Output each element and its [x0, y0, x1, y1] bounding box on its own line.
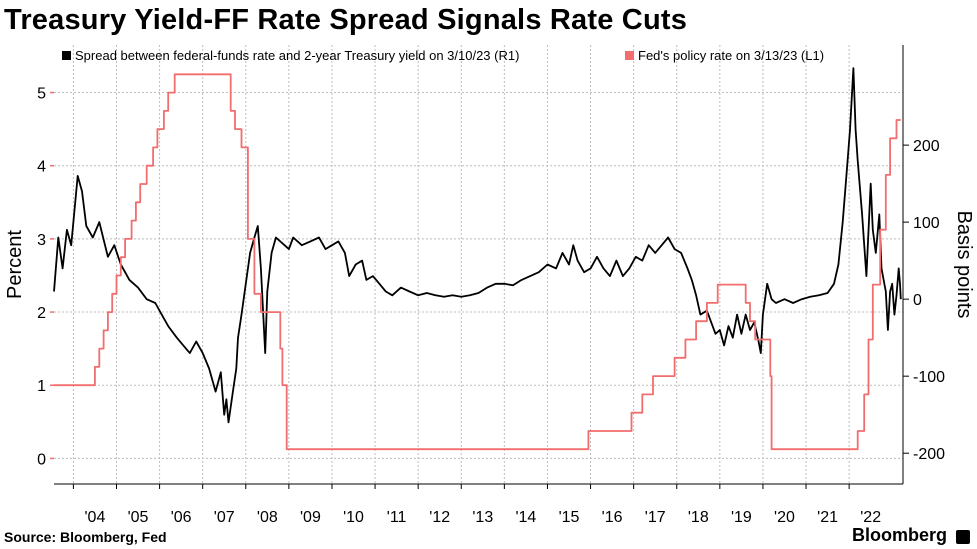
legend-policy-swatch	[625, 51, 634, 60]
left-tick-label: 2	[37, 305, 46, 322]
right-tick-label: -200	[913, 446, 945, 463]
x-tick-label: '14	[515, 509, 536, 526]
legend-spread-swatch	[62, 51, 71, 60]
source-note: Source: Bloomberg, Fed	[4, 529, 167, 545]
x-tick-label: '20	[774, 509, 795, 526]
x-tick-label: '08	[257, 509, 278, 526]
legend: Spread between federal-funds rate and 2-…	[62, 48, 824, 63]
x-tick-label: '16	[602, 509, 623, 526]
x-tick-label: '04	[85, 509, 106, 526]
left-tick-label: 3	[37, 232, 46, 249]
x-tick-label: '22	[860, 509, 881, 526]
legend-policy-label: Fed's policy rate on 3/13/23 (L1)	[638, 48, 824, 63]
x-tick-label: '17	[645, 509, 666, 526]
right-axis-label: Basis points	[953, 211, 975, 319]
bloomberg-icon	[956, 530, 970, 544]
x-tick-label: '18	[688, 509, 709, 526]
x-tick-label: '12	[429, 509, 450, 526]
left-tick-label: 1	[37, 378, 46, 395]
series-lines	[53, 67, 902, 451]
x-tick-label: '10	[343, 509, 364, 526]
policy-rate-line	[54, 73, 901, 451]
chart-title: Treasury Yield-FF Rate Spread Signals Ra…	[4, 4, 688, 36]
left-axis-label: Percent	[4, 230, 26, 299]
spread-line	[53, 67, 902, 424]
right-tick-label: -100	[913, 369, 945, 386]
right-tick-label: 200	[913, 138, 940, 155]
right-tick-label: 0	[913, 292, 922, 309]
x-tick-label: '06	[171, 509, 192, 526]
right-tick-label: 100	[913, 215, 940, 232]
left-tick-label: 4	[37, 159, 46, 176]
brand-logo: Bloomberg	[852, 525, 948, 545]
x-tick-label: '19	[731, 509, 752, 526]
gridlines	[54, 45, 903, 484]
x-tick-label: '07	[214, 509, 235, 526]
left-tick-label: 5	[37, 86, 46, 103]
axes: 0 1 2 3 4 5 '04 '05 '06 '07 '08 '09 '10 '11 '12 '13 '14 '…	[4, 45, 975, 526]
left-tick-label: 0	[37, 451, 46, 468]
x-tick-label: '09	[300, 509, 321, 526]
x-tick-label: '05	[128, 509, 149, 526]
x-tick-label: '11	[387, 509, 407, 526]
x-tick-label: '21	[817, 509, 838, 526]
x-tick-label: '15	[559, 509, 580, 526]
legend-spread-label: Spread between federal-funds rate and 2-…	[75, 48, 519, 63]
x-tick-label: '13	[472, 509, 493, 526]
